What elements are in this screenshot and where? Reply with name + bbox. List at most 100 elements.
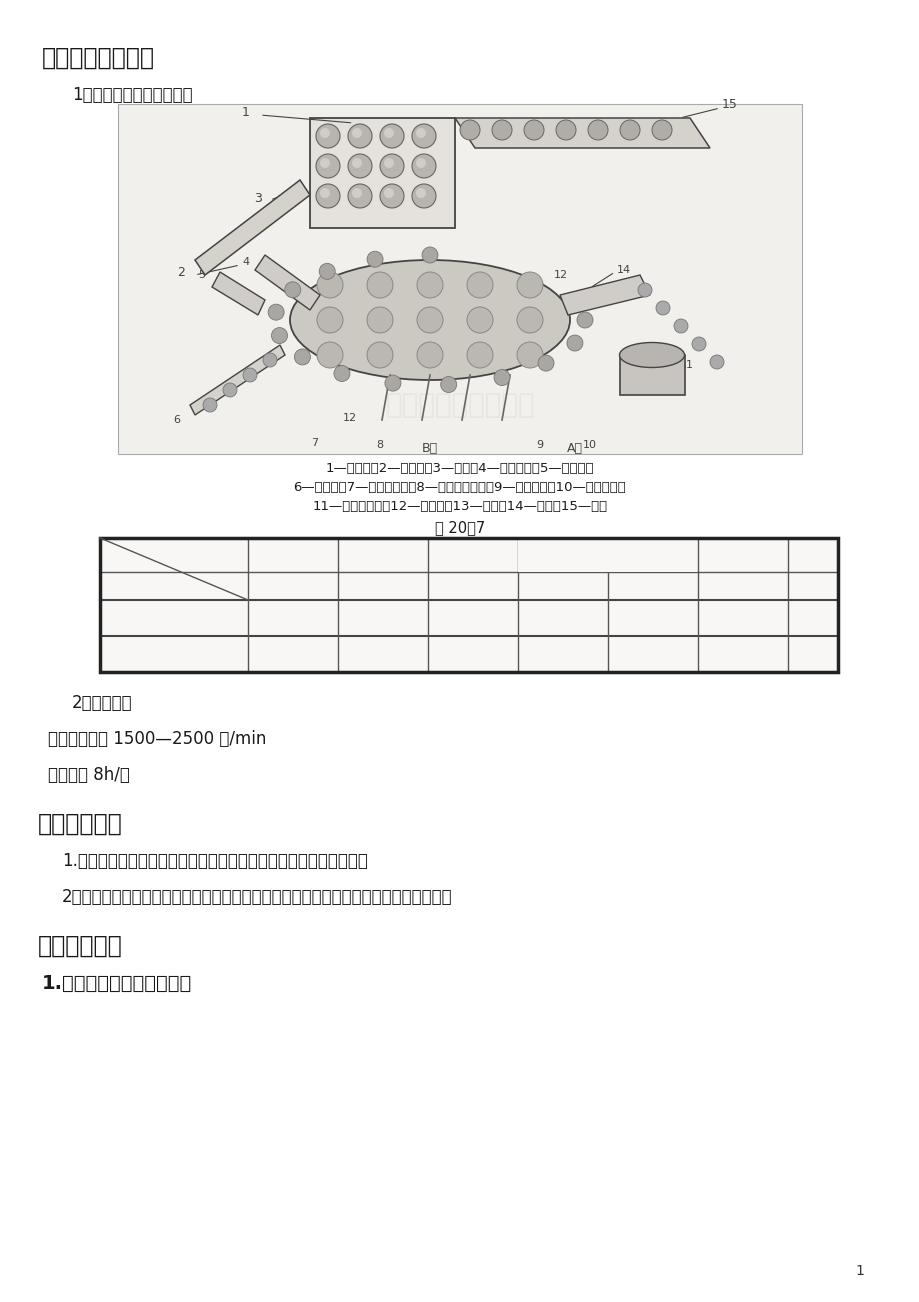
- Circle shape: [271, 328, 288, 344]
- Text: 9: 9: [536, 440, 543, 450]
- Text: 硬币队列化输送装置: 硬币队列化输送装置: [385, 391, 534, 419]
- Text: 1 分: 1 分: [282, 562, 303, 575]
- Text: 7: 7: [312, 437, 318, 448]
- Circle shape: [380, 154, 403, 178]
- Text: 1.8: 1.8: [551, 647, 573, 661]
- Circle shape: [383, 128, 393, 138]
- Circle shape: [263, 353, 277, 367]
- Circle shape: [576, 312, 593, 328]
- Text: 新: 新: [558, 577, 567, 591]
- Circle shape: [352, 158, 361, 168]
- Text: B点: B点: [422, 441, 437, 454]
- Circle shape: [383, 187, 393, 198]
- Text: 12: 12: [343, 413, 357, 423]
- Text: 25: 25: [803, 611, 821, 625]
- Text: 12: 12: [553, 270, 567, 280]
- Circle shape: [516, 307, 542, 333]
- Circle shape: [467, 342, 493, 368]
- Text: 1.传动装置总体设计方案：: 1.传动装置总体设计方案：: [42, 974, 192, 993]
- Circle shape: [709, 355, 723, 368]
- Polygon shape: [190, 345, 285, 415]
- Text: 22.5: 22.5: [637, 611, 667, 625]
- Circle shape: [285, 281, 301, 298]
- Circle shape: [467, 272, 493, 298]
- Circle shape: [415, 158, 425, 168]
- Text: 18: 18: [284, 611, 301, 625]
- Text: 1: 1: [855, 1264, 864, 1279]
- Circle shape: [587, 120, 607, 141]
- Circle shape: [416, 307, 443, 333]
- Text: 5 分: 5 分: [461, 562, 483, 575]
- Polygon shape: [455, 118, 709, 148]
- Circle shape: [315, 154, 340, 178]
- Circle shape: [367, 342, 392, 368]
- Polygon shape: [211, 272, 265, 315]
- Circle shape: [367, 251, 382, 267]
- Text: 6: 6: [173, 415, 180, 424]
- Text: 6—输币道；7—光电计数器；8—压币带电动机；9—连接底板；10—引导弧板；: 6—输币道；7—光电计数器；8—压币带电动机；9—连接底板；10—引导弧板；: [293, 480, 626, 493]
- Circle shape: [619, 120, 640, 141]
- Text: 1—储币斗；2—输送带；3—圈挡；4—导向滚轮；5—压币带；: 1—储币斗；2—输送带；3—圈挡；4—导向滚轮；5—压币带；: [325, 462, 594, 475]
- Text: 19: 19: [553, 611, 572, 625]
- Circle shape: [352, 128, 361, 138]
- Circle shape: [352, 187, 361, 198]
- Text: 15: 15: [721, 99, 737, 112]
- Text: 10: 10: [583, 440, 596, 450]
- Text: 一．课程设计任务: 一．课程设计任务: [42, 46, 154, 70]
- Text: 11—币盘电动机；12—抬币杆；13—币盘；14—锥体；15—硬币: 11—币盘电动机；12—抬币杆；13—币盘；14—锥体；15—硬币: [312, 500, 607, 513]
- Circle shape: [203, 398, 217, 411]
- Text: 13: 13: [427, 320, 441, 329]
- Text: 三．设计步骤: 三．设计步骤: [38, 934, 122, 958]
- Circle shape: [415, 128, 425, 138]
- Bar: [118, 104, 801, 454]
- Circle shape: [566, 335, 583, 352]
- Circle shape: [412, 154, 436, 178]
- Circle shape: [320, 158, 330, 168]
- Ellipse shape: [618, 342, 684, 367]
- Text: 1.完成对硬币计数机输币系统的方案设计，要求机构紧凑，成本低。: 1.完成对硬币计数机输币系统的方案设计，要求机构紧凑，成本低。: [62, 852, 368, 870]
- Circle shape: [317, 307, 343, 333]
- Text: 厚/mm: 厚/mm: [153, 647, 194, 661]
- Text: 币种: 币种: [223, 543, 240, 557]
- Circle shape: [412, 124, 436, 148]
- Text: 2．已知条件: 2．已知条件: [72, 694, 132, 712]
- Circle shape: [317, 272, 343, 298]
- Circle shape: [319, 263, 335, 280]
- Text: 3: 3: [254, 191, 262, 204]
- Bar: [310, 118, 455, 228]
- Circle shape: [691, 337, 705, 352]
- Text: 2 分: 2 分: [372, 562, 393, 575]
- Bar: [100, 538, 837, 672]
- Circle shape: [516, 272, 542, 298]
- Circle shape: [516, 342, 542, 368]
- Circle shape: [492, 120, 512, 141]
- Circle shape: [655, 301, 669, 315]
- Circle shape: [267, 305, 284, 320]
- Polygon shape: [560, 275, 650, 315]
- Text: 1.8: 1.8: [461, 647, 483, 661]
- Circle shape: [415, 187, 425, 198]
- Polygon shape: [195, 180, 310, 275]
- Circle shape: [383, 158, 393, 168]
- Circle shape: [380, 184, 403, 208]
- Circle shape: [652, 120, 671, 141]
- Circle shape: [460, 120, 480, 141]
- Text: A点: A点: [566, 441, 583, 454]
- Ellipse shape: [289, 260, 570, 380]
- Circle shape: [538, 355, 553, 371]
- Text: 图 20－7: 图 20－7: [435, 519, 484, 535]
- Text: 1 圆: 1 圆: [801, 562, 823, 575]
- Text: 2.4: 2.4: [641, 647, 664, 661]
- Circle shape: [222, 383, 237, 397]
- Circle shape: [294, 349, 310, 365]
- Text: 1.8: 1.8: [801, 647, 823, 661]
- Text: 硬币计数速度 1500—2500 枚/min: 硬币计数速度 1500—2500 枚/min: [48, 730, 267, 749]
- Text: 1．硬币队列化输送装置。: 1．硬币队列化输送装置。: [72, 86, 192, 104]
- Circle shape: [317, 342, 343, 368]
- Text: 20.5: 20.5: [727, 611, 757, 625]
- Text: 1.6: 1.6: [371, 647, 393, 661]
- Circle shape: [320, 128, 330, 138]
- Text: 24: 24: [464, 611, 482, 625]
- Circle shape: [555, 120, 575, 141]
- Circle shape: [674, 319, 687, 333]
